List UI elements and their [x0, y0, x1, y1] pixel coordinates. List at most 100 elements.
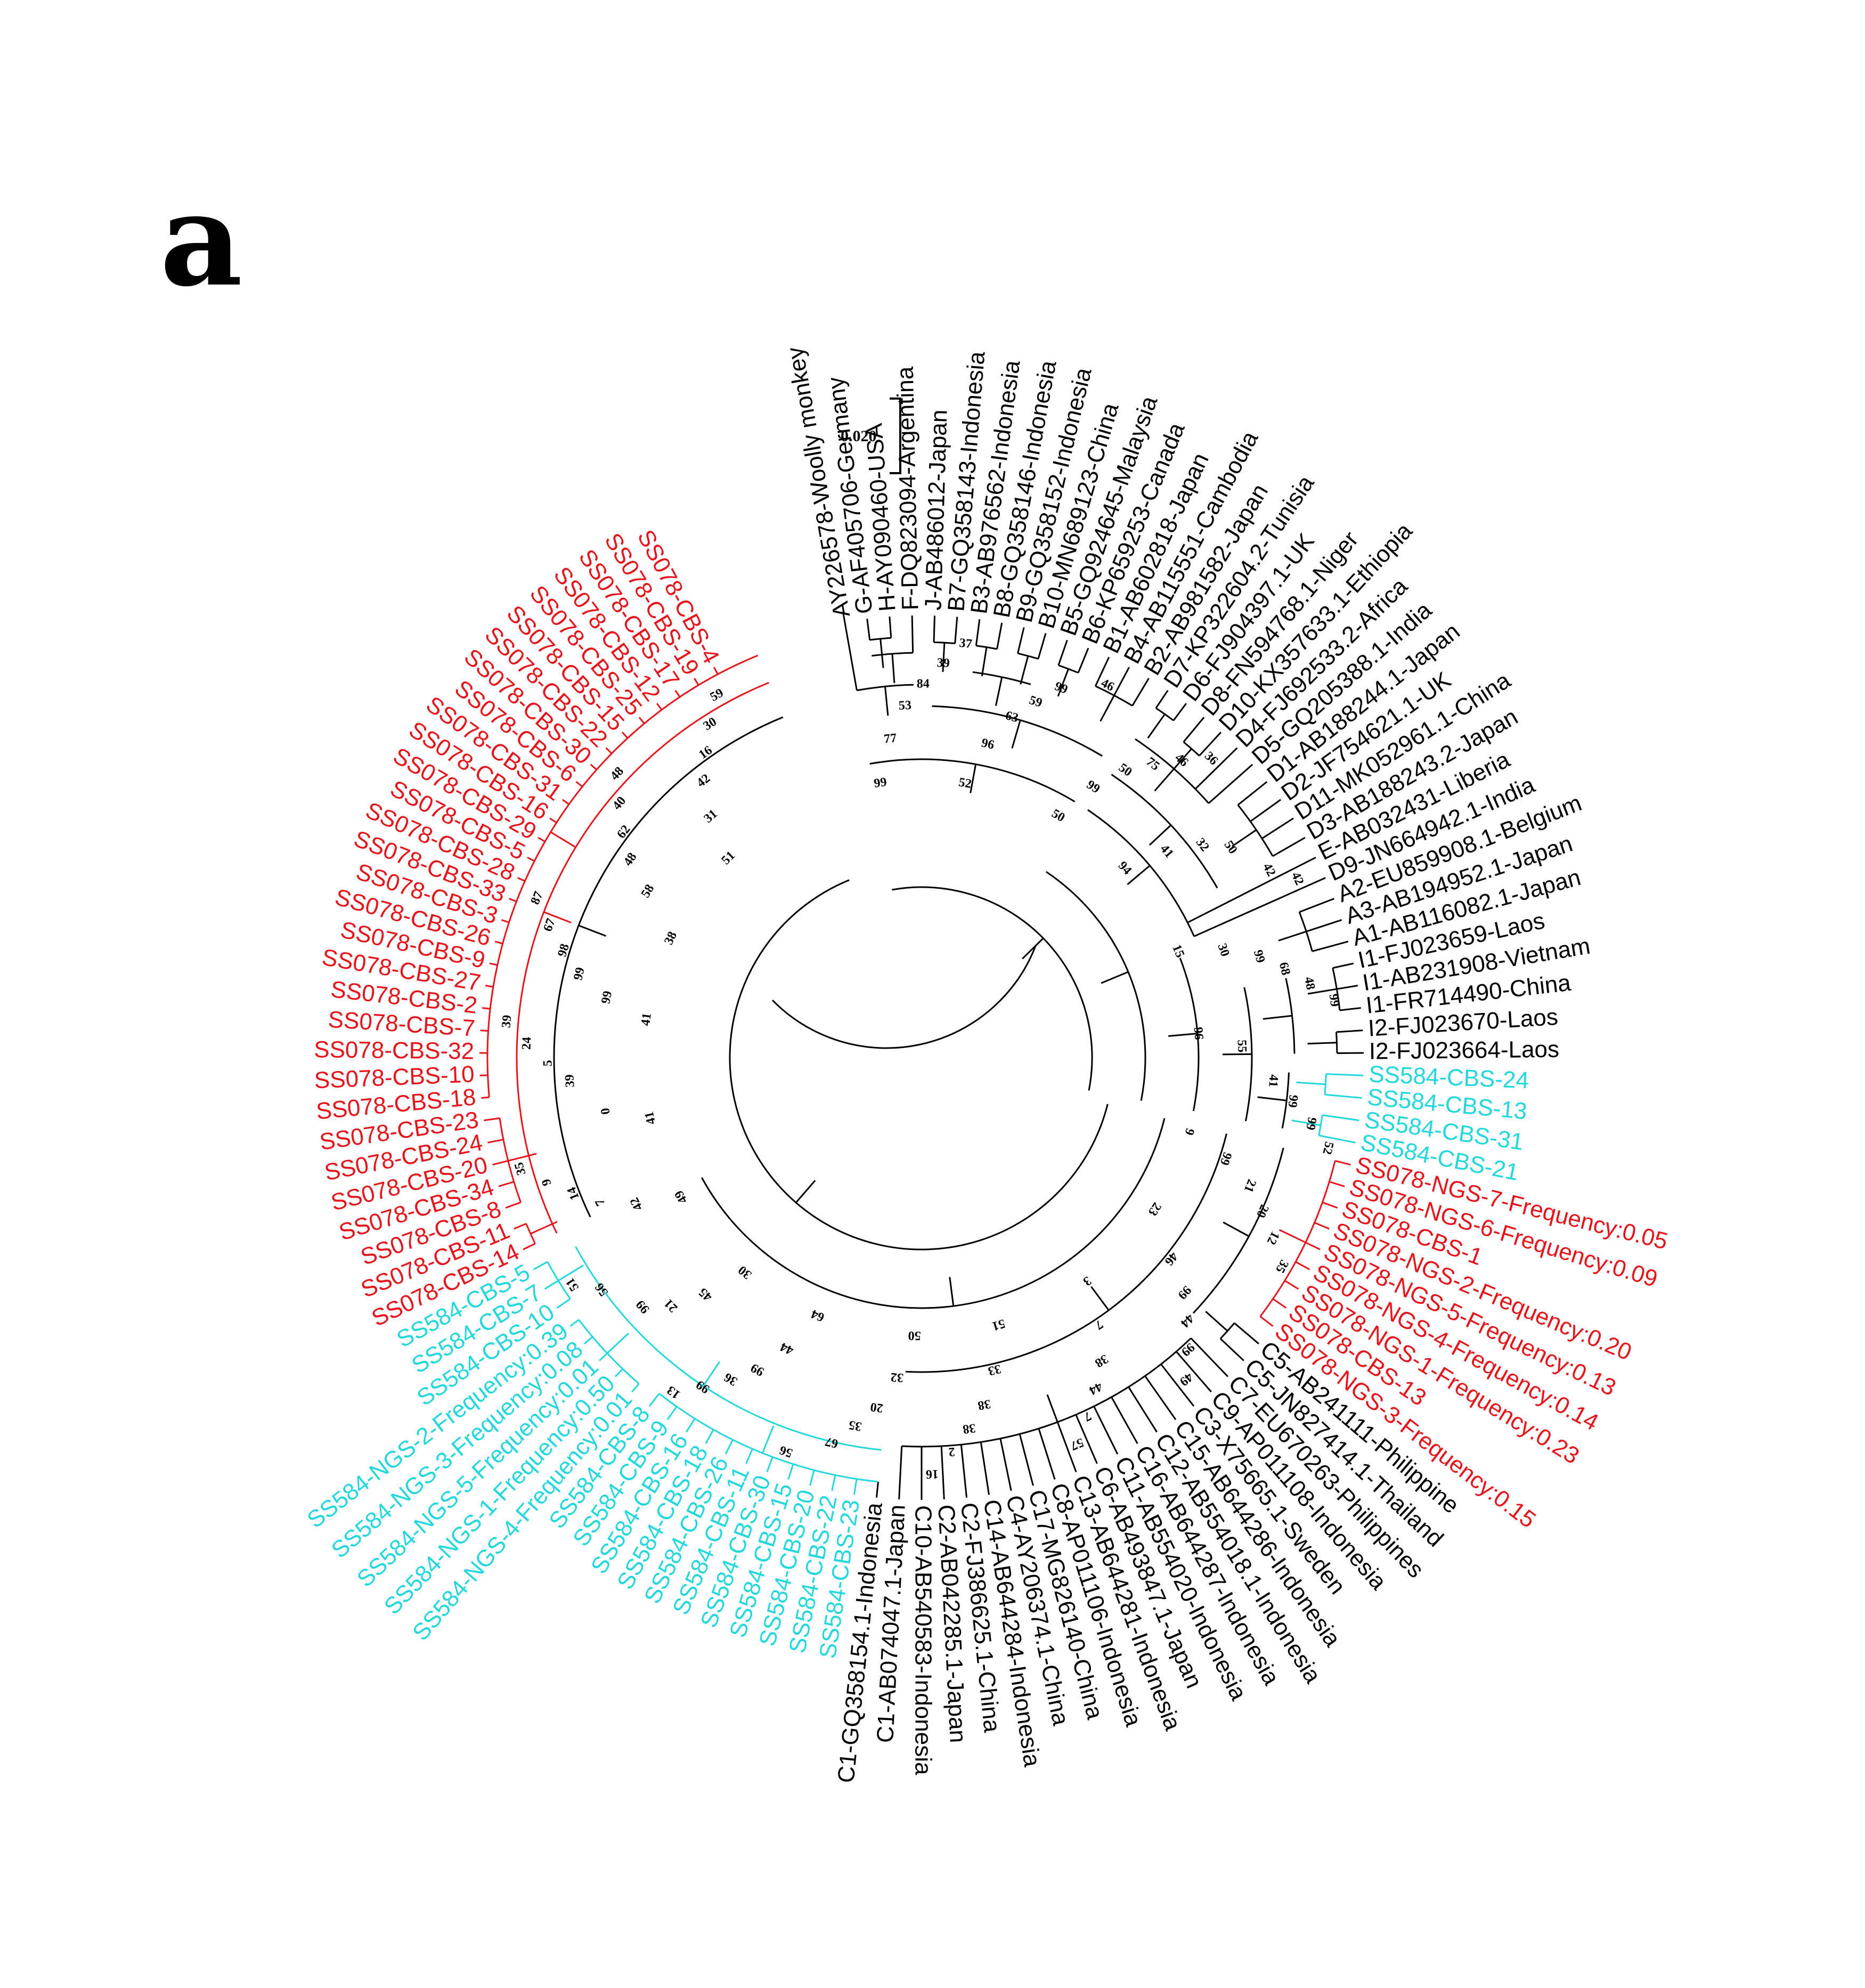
bootstrap-value: 30: [736, 1263, 754, 1281]
clade-stem: [1154, 768, 1175, 792]
clade-stem: [1020, 655, 1029, 685]
bootstrap-value: 67: [824, 1434, 840, 1451]
clade-stem: [1278, 1229, 1306, 1244]
bootstrap-value: 7: [592, 1197, 608, 1208]
clade-stem: [1296, 1081, 1326, 1085]
tip-branch: [787, 1464, 794, 1480]
tip-branch: [484, 1117, 500, 1122]
tip-branch: [494, 940, 503, 945]
bootstrap-value: 32: [1193, 835, 1212, 854]
clade-stem: [1168, 1033, 1198, 1037]
tip-branch: [1128, 1386, 1158, 1433]
clade-stem: [543, 911, 572, 923]
bootstrap-value: 99: [599, 990, 615, 1005]
clade-stem: [949, 1277, 955, 1307]
bootstrap-value: 2: [948, 1445, 956, 1459]
tip-branch: [1187, 856, 1316, 923]
tip-branch: [705, 1429, 714, 1445]
tip-branch: [1329, 1181, 1345, 1188]
tip-branch: [724, 1439, 734, 1455]
tip-branch: [1326, 1073, 1364, 1076]
clade-stem: [1223, 1221, 1250, 1237]
bootstrap-value: 30: [1215, 942, 1232, 958]
clade-stem: [1232, 829, 1257, 847]
bootstrap-value: 51: [563, 1275, 582, 1293]
tip-branch: [1155, 689, 1169, 709]
bootstrap-value: 99: [1175, 1283, 1194, 1302]
clade-stem: [1291, 1119, 1321, 1126]
tip-branch: [1172, 703, 1187, 721]
tip-branch: [889, 616, 892, 638]
tip-branch: [809, 1470, 815, 1486]
bootstrap-value: 7: [1093, 1317, 1105, 1332]
bootstrap-value: 55: [1235, 1040, 1249, 1053]
clade-stem: [942, 643, 946, 672]
bootstrap-value: 16: [926, 1467, 939, 1481]
bootstrap-value: 99: [873, 775, 888, 791]
tip-branch: [1183, 717, 1205, 743]
clade-stem: [879, 638, 884, 668]
bootstrap-value: 15: [1169, 943, 1187, 960]
tip-branch: [584, 1336, 593, 1345]
tip-branch: [1111, 1397, 1138, 1445]
bootstrap-value: 58: [639, 882, 657, 900]
tip-branch: [694, 678, 699, 686]
tip-branch: [549, 817, 557, 824]
bootstrap-value: 33: [987, 1361, 1002, 1378]
tip-branch: [1234, 1322, 1259, 1345]
tip-branch: [1339, 1007, 1361, 1011]
clade-arc: [1058, 664, 1079, 674]
tip-branch: [1176, 1351, 1212, 1393]
tip-branch: [866, 619, 871, 640]
bootstrap-value: 53: [898, 699, 911, 713]
clade-stem: [1011, 720, 1021, 749]
tip-branch: [842, 611, 858, 691]
tip-branch: [648, 1393, 660, 1407]
bootstrap-value: 38: [662, 929, 680, 947]
bootstrap-value: 84: [917, 677, 930, 691]
tip-branch: [1193, 877, 1326, 937]
tip-branch: [1334, 1160, 1351, 1166]
clade-stem: [1205, 1311, 1228, 1332]
bootstrap-value: 99: [1326, 993, 1341, 1008]
tip-branch: [853, 1479, 858, 1495]
clade-stem: [1057, 668, 1070, 697]
scale-bar: 0.020: [841, 397, 901, 474]
clade-arc: [1237, 804, 1274, 857]
clade-stem: [1257, 1096, 1287, 1101]
tip-branch: [1019, 1433, 1034, 1486]
clade-stem: [578, 924, 607, 937]
clade-stem: [1263, 1015, 1292, 1020]
tip-branch: [1261, 817, 1294, 839]
tip-branch: [1314, 1222, 1330, 1230]
bootstrap-value: 12: [1264, 1229, 1282, 1247]
clade-stem: [1307, 988, 1337, 995]
tip-branch: [745, 1448, 753, 1464]
tip-branch: [508, 898, 517, 903]
bootstrap-value: 42: [1289, 870, 1307, 888]
bootstrap-value: 50: [1049, 807, 1068, 825]
clade-stem: [1307, 1042, 1337, 1045]
bootstrap-value: 31: [702, 807, 720, 825]
clade-arc: [892, 886, 1093, 1091]
tip-branch: [1306, 919, 1342, 932]
tip-branch: [523, 1243, 536, 1251]
bootstrap-value: 52: [958, 775, 973, 791]
bootstrap-value: 41: [639, 1012, 654, 1026]
tip-branch: [527, 856, 535, 862]
tip-branch: [1337, 985, 1358, 990]
tip-branch: [481, 1096, 490, 1099]
tip-branch: [954, 616, 958, 644]
clade-stem: [795, 1180, 816, 1203]
bootstrap-value: 35: [512, 1161, 528, 1176]
clade-stem: [1090, 1286, 1110, 1311]
clade-stem: [1149, 824, 1172, 846]
tip-branch: [480, 1029, 488, 1032]
bootstrap-value: 44: [778, 1340, 796, 1358]
tip-branch: [514, 1223, 527, 1230]
tip-branch: [1250, 799, 1281, 822]
bootstrap-value: 77: [883, 731, 897, 746]
tip-branch: [590, 764, 597, 770]
tip-labels: AY226578-Woolly monkeyG-AF405706-Germany…: [303, 345, 1671, 1784]
